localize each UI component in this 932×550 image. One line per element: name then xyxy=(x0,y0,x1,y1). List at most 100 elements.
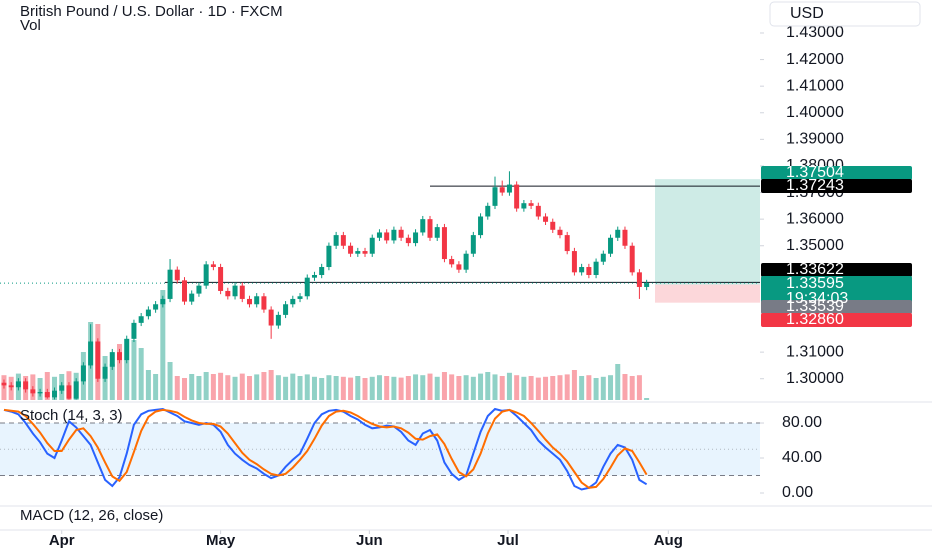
volume-bar xyxy=(340,376,346,400)
candle-body xyxy=(622,229,628,246)
candle-body xyxy=(88,341,94,366)
candle-body xyxy=(593,261,599,275)
price-label: 1.32860 xyxy=(786,311,844,328)
volume-bar xyxy=(311,376,317,400)
volume-bar xyxy=(362,378,368,400)
candle-body xyxy=(434,227,440,238)
candle-body xyxy=(52,390,58,398)
volume-bar xyxy=(124,360,130,400)
candle-body xyxy=(629,245,635,273)
volume-bar xyxy=(600,376,606,400)
candle-body xyxy=(550,221,556,230)
volume-bar xyxy=(275,375,281,400)
candle-body xyxy=(232,285,238,297)
volume-bar xyxy=(326,375,332,400)
candle-body xyxy=(326,245,332,268)
volume-bar xyxy=(355,376,361,400)
currency[interactable]: USD xyxy=(790,5,824,22)
currency-box[interactable] xyxy=(769,1,921,27)
volume-bar xyxy=(413,374,419,400)
volume-bar xyxy=(579,376,585,400)
candle-body xyxy=(239,285,245,299)
volume-bar xyxy=(528,376,534,400)
volume-bar xyxy=(232,376,238,400)
volume-bar xyxy=(189,374,195,400)
candle-body xyxy=(405,237,411,244)
candle-body xyxy=(319,267,325,275)
candle-body xyxy=(23,381,29,390)
candle-body xyxy=(449,259,455,265)
profit-zone xyxy=(655,179,760,285)
volume-bar xyxy=(449,374,455,400)
price-label-box xyxy=(761,300,912,314)
candle-body xyxy=(218,267,224,291)
volume-bar xyxy=(470,376,476,400)
volume-bar xyxy=(138,348,144,400)
candle-body xyxy=(564,235,570,252)
x-tick-label: May xyxy=(206,532,236,549)
volume-bar xyxy=(622,374,628,400)
price-label-box xyxy=(761,276,912,306)
volume-bar xyxy=(434,376,440,400)
candle-body xyxy=(514,184,520,209)
volume-bar xyxy=(196,376,202,400)
candle-body xyxy=(485,205,491,217)
candle-body xyxy=(1,382,7,386)
candle-body xyxy=(420,219,426,233)
candle-body xyxy=(499,187,505,193)
candle-body xyxy=(254,296,260,305)
candle-body xyxy=(384,232,390,241)
candle-body xyxy=(600,253,606,262)
back-layer: 1.430001.420001.410001.400001.390001.380… xyxy=(0,24,844,549)
candle-body xyxy=(80,365,86,382)
volume-bar xyxy=(593,378,599,400)
volume-bar xyxy=(44,372,50,400)
candle-body xyxy=(8,385,14,388)
candle-body xyxy=(333,235,339,246)
volume-bar xyxy=(290,373,296,400)
candle-body xyxy=(30,389,36,394)
volume-bar xyxy=(239,373,245,400)
y-tick-label: 1.42000 xyxy=(786,51,844,68)
candle-body xyxy=(246,298,252,305)
x-tick-label: Jun xyxy=(356,532,383,549)
candle-body xyxy=(131,322,137,339)
volume-label: Vol xyxy=(20,17,41,34)
candle-body xyxy=(521,203,527,209)
x-tick-label: Aug xyxy=(654,532,683,549)
volume-bar xyxy=(167,362,173,400)
volume-bar xyxy=(283,376,289,400)
candle-body xyxy=(37,392,43,394)
candle-body xyxy=(268,309,274,326)
candle-body xyxy=(441,227,447,260)
volume-bar xyxy=(348,377,354,400)
volume-bar xyxy=(629,376,635,400)
x-tick-label: Apr xyxy=(49,532,75,549)
volume-bar xyxy=(615,364,621,400)
stoch-y-tick-label: 40.00 xyxy=(782,449,822,466)
candle-body xyxy=(117,352,123,361)
candle-body xyxy=(66,385,72,399)
candle-body xyxy=(615,229,621,238)
volume-bar xyxy=(268,370,274,400)
countdown: 19:34:03 xyxy=(786,290,848,307)
chart-title: British Pound / U.S. Dollar · 1D · FXCM xyxy=(20,3,283,20)
candle-body xyxy=(109,352,115,367)
candle-body xyxy=(340,235,346,246)
candle-body xyxy=(557,229,563,236)
volume-bar xyxy=(376,375,382,400)
y-tick-label: 1.30000 xyxy=(786,370,844,387)
stoch-y-tick-label: 0.00 xyxy=(782,484,813,501)
price-label: 1.33595 xyxy=(786,275,844,292)
candle-body xyxy=(506,184,512,193)
stoch-title: Stoch (14, 3, 3) xyxy=(20,407,123,424)
candle-body xyxy=(297,296,303,299)
candle-body xyxy=(73,381,79,399)
y-tick-label: 1.43000 xyxy=(786,24,844,41)
volume-bar xyxy=(174,376,180,400)
volume-bar xyxy=(608,375,614,400)
volume-bar xyxy=(427,373,433,400)
candle-body xyxy=(59,385,65,391)
